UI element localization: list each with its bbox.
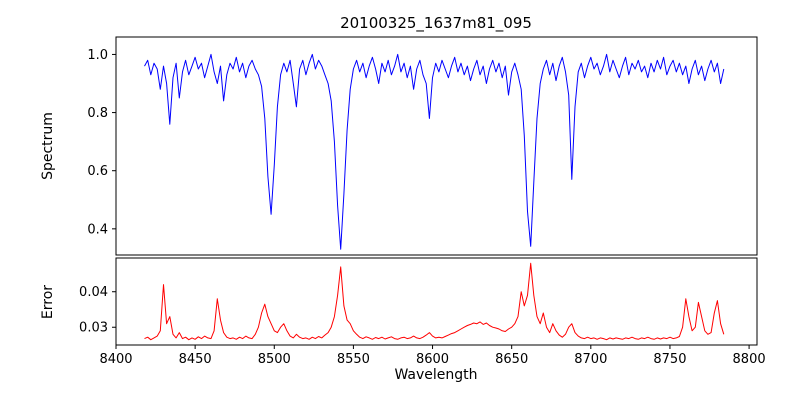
error-x-tick-label: 8600 xyxy=(416,352,449,367)
spectrum-y-tick-label: 1.0 xyxy=(87,48,108,63)
spectrum-line xyxy=(144,53,725,250)
x-axis-label: Wavelength xyxy=(394,367,477,383)
error-x-tick-label: 8700 xyxy=(574,352,607,367)
error-axes-frame xyxy=(115,257,758,346)
error-y-tick-label: 0.04 xyxy=(79,285,108,300)
spectrum-y-tick-label: 0.6 xyxy=(87,164,108,179)
spectrum-y-tick-label: 0.8 xyxy=(87,106,108,121)
error-x-tick-label: 8650 xyxy=(495,352,528,367)
figure-title: 20100325_1637m81_095 xyxy=(340,14,532,33)
spectrum-axes-frame xyxy=(115,36,758,256)
spectrum-y-axis-label: Spectrum xyxy=(40,112,56,180)
error-x-tick-label: 8800 xyxy=(733,352,766,367)
error-x-tick-label: 8450 xyxy=(179,352,212,367)
error-y-axis-label: Error xyxy=(40,285,56,319)
error-y-tick-label: 0.03 xyxy=(79,321,108,336)
error-x-tick-label: 8500 xyxy=(258,352,291,367)
spectrum-y-tick-label: 0.4 xyxy=(87,222,108,237)
error-x-tick-label: 8550 xyxy=(337,352,370,367)
error-x-tick-label: 8400 xyxy=(99,352,132,367)
error-line xyxy=(144,262,725,341)
error-x-tick-label: 8750 xyxy=(653,352,686,367)
